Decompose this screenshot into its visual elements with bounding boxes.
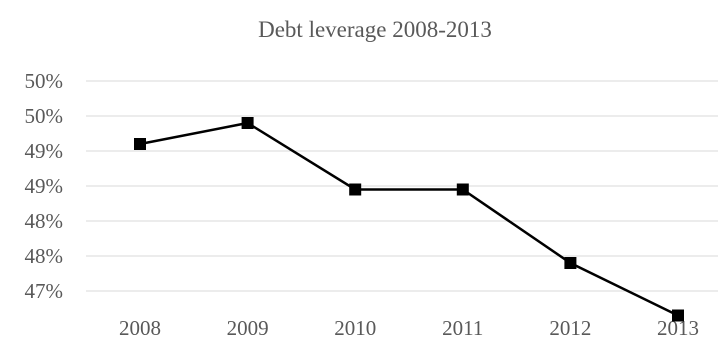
x-tick-label: 2008 xyxy=(119,316,161,340)
x-axis-tick-labels: 2008 2009 2010 2011 2012 2013 xyxy=(119,316,699,340)
chart-title: Debt leverage 2008-2013 xyxy=(258,17,492,42)
data-point xyxy=(456,183,469,196)
x-tick-label: 2009 xyxy=(227,316,269,340)
data-point xyxy=(349,183,362,196)
y-tick-label: 48% xyxy=(25,209,64,233)
y-tick-label: 50% xyxy=(25,69,64,93)
x-tick-label: 2011 xyxy=(442,316,483,340)
data-point xyxy=(564,257,577,269)
data-point xyxy=(672,309,684,322)
y-axis-tick-labels: 50% 50% 49% 49% 48% 48% 47% xyxy=(25,69,64,303)
y-tick-label: 47% xyxy=(25,279,64,303)
series-group xyxy=(134,117,684,322)
data-point xyxy=(241,117,254,129)
gridlines xyxy=(86,80,718,292)
y-tick-label: 50% xyxy=(25,104,64,128)
y-tick-label: 48% xyxy=(25,244,64,268)
x-tick-label: 2010 xyxy=(334,316,376,340)
data-point xyxy=(134,138,146,150)
series-line xyxy=(139,121,679,317)
x-tick-label: 2012 xyxy=(549,316,591,340)
y-tick-label: 49% xyxy=(25,174,64,198)
y-tick-label: 49% xyxy=(25,139,64,163)
